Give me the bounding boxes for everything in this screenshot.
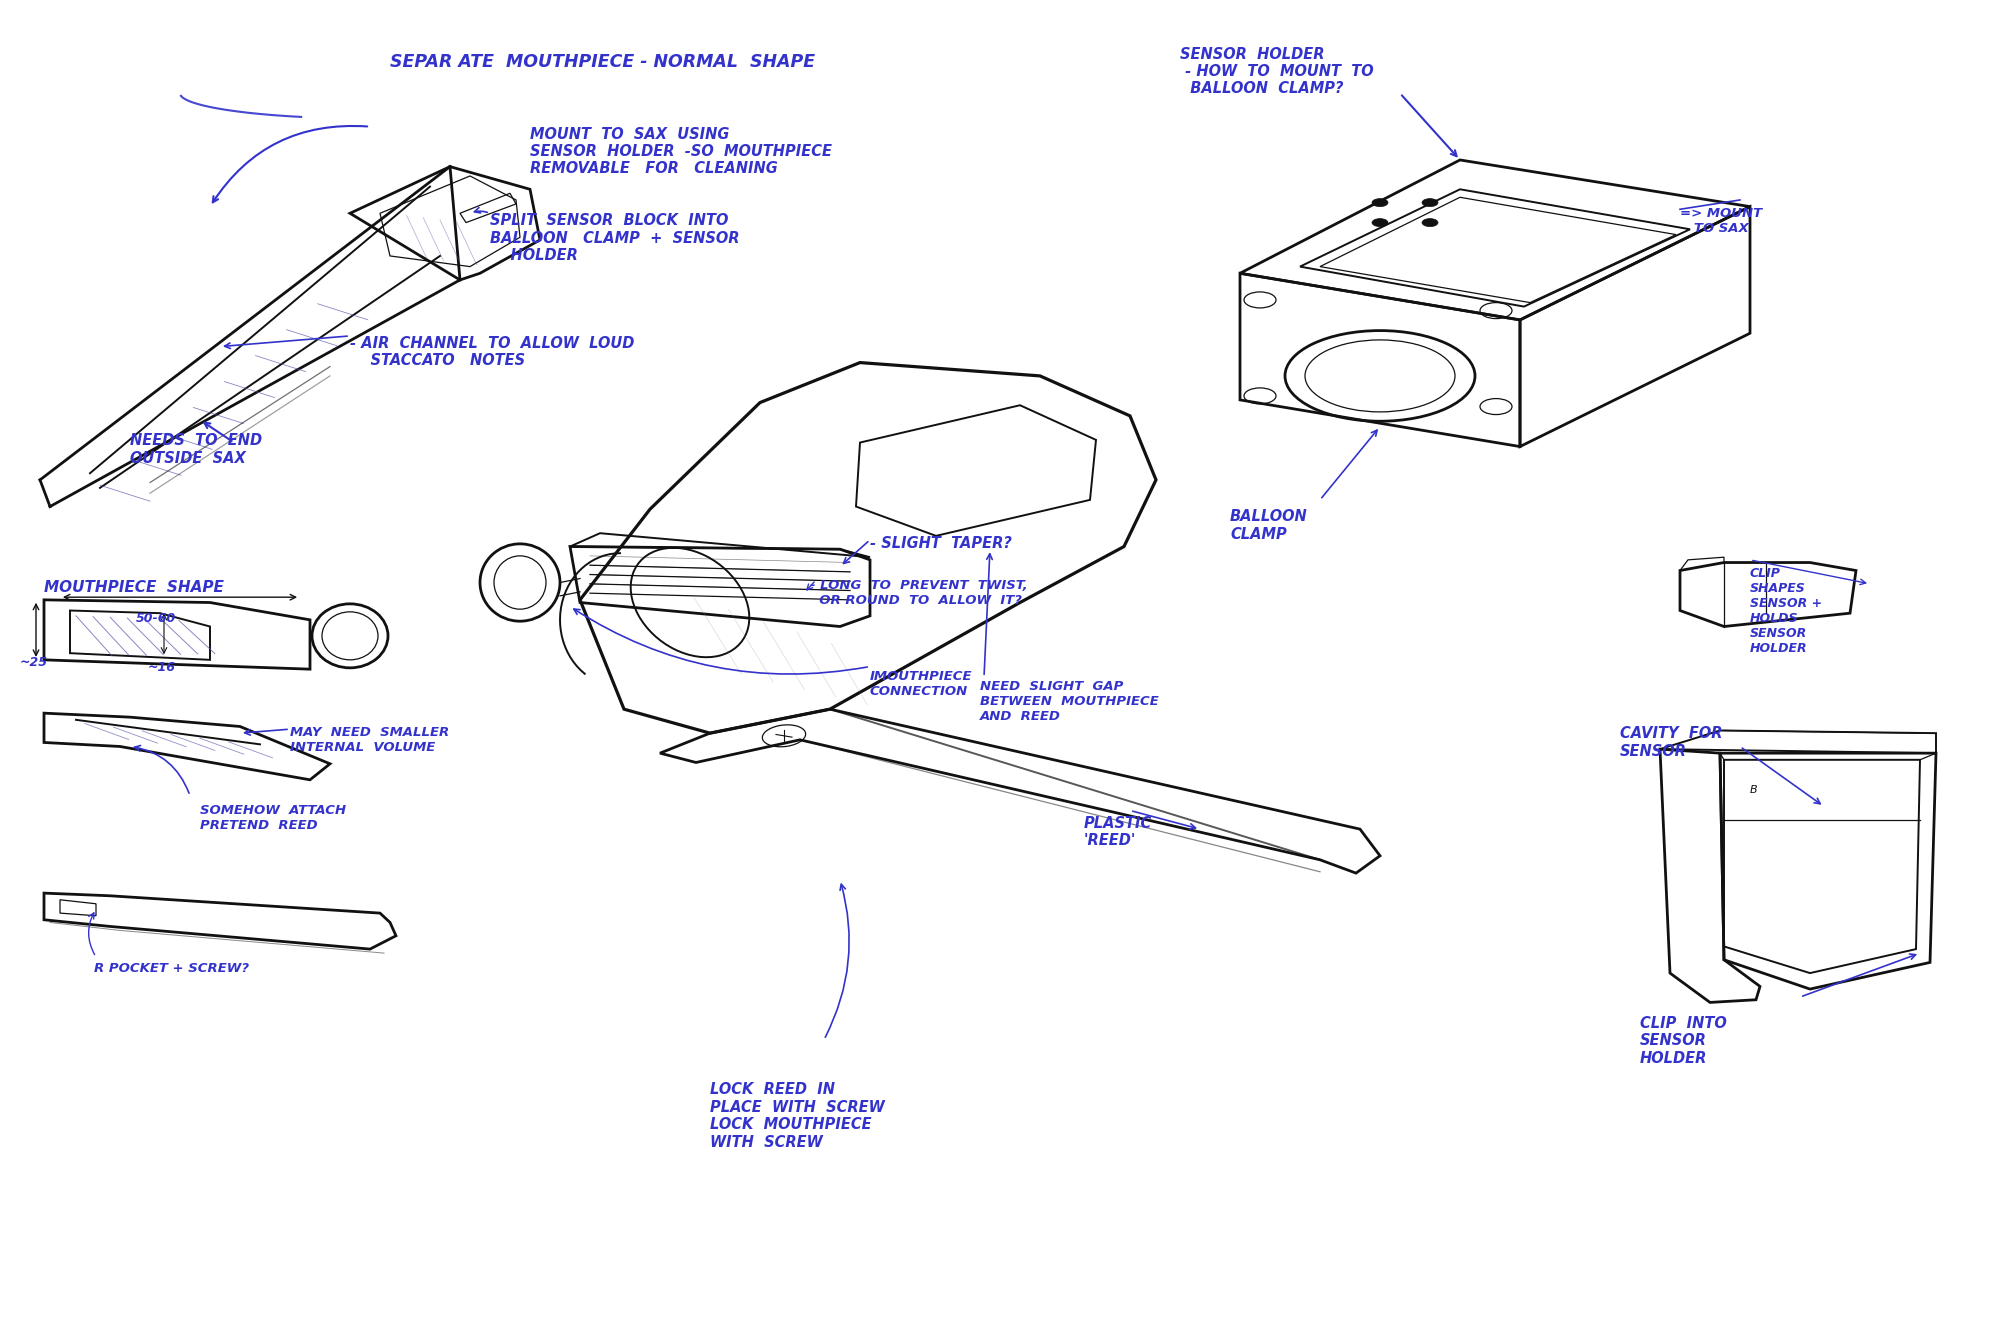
Text: B: B [1750,785,1758,796]
Text: CLIP  INTO
SENSOR
HOLDER: CLIP INTO SENSOR HOLDER [1640,1016,1726,1065]
Ellipse shape [1422,219,1438,227]
Text: CLIP
SHAPES
SENSOR +
HOLDS
SENSOR
HOLDER: CLIP SHAPES SENSOR + HOLDS SENSOR HOLDER [1750,567,1822,655]
Text: MAY  NEED  SMALLER
INTERNAL  VOLUME: MAY NEED SMALLER INTERNAL VOLUME [290,726,450,754]
Ellipse shape [1422,199,1438,207]
Text: SPLIT  SENSOR  BLOCK  INTO
BALLOON   CLAMP  +  SENSOR
    HOLDER: SPLIT SENSOR BLOCK INTO BALLOON CLAMP + … [490,213,740,263]
Text: R POCKET + SCREW?: R POCKET + SCREW? [94,962,248,976]
Text: SOMEHOW  ATTACH
PRETEND  REED: SOMEHOW ATTACH PRETEND REED [200,804,346,832]
Text: CAVITY  FOR
SENSOR: CAVITY FOR SENSOR [1620,726,1722,758]
Text: - LONG  TO  PREVENT  TWIST,
  OR ROUND  TO  ALLOW  IT?: - LONG TO PREVENT TWIST, OR ROUND TO ALL… [810,579,1028,607]
Text: LOCK  REED  IN
PLACE  WITH  SCREW
LOCK  MOUTHPIECE
WITH  SCREW: LOCK REED IN PLACE WITH SCREW LOCK MOUTH… [710,1082,884,1149]
Ellipse shape [1372,219,1388,227]
Text: SEPAR ATE  MOUTHPIECE - NORMAL  SHAPE: SEPAR ATE MOUTHPIECE - NORMAL SHAPE [390,53,816,72]
Text: SENSOR  HOLDER
 - HOW  TO  MOUNT  TO
  BALLOON  CLAMP?: SENSOR HOLDER - HOW TO MOUNT TO BALLOON … [1180,47,1374,96]
Text: - AIR  CHANNEL  TO  ALLOW  LOUD
    STACCATO   NOTES: - AIR CHANNEL TO ALLOW LOUD STACCATO NOT… [350,336,634,368]
Text: ~16: ~16 [148,661,176,674]
Text: PLASTIC
'REED': PLASTIC 'REED' [1084,816,1152,848]
Ellipse shape [1372,199,1388,207]
Text: NEED  SLIGHT  GAP
BETWEEN  MOUTHPIECE
AND  REED: NEED SLIGHT GAP BETWEEN MOUTHPIECE AND R… [980,680,1158,722]
Text: IMOUTHPIECE
CONNECTION: IMOUTHPIECE CONNECTION [870,670,972,698]
Text: MOUTHPIECE  SHAPE: MOUTHPIECE SHAPE [44,580,224,595]
Text: BALLOON
CLAMP: BALLOON CLAMP [1230,509,1308,541]
Text: ~25: ~25 [20,656,48,669]
Text: - SLIGHT  TAPER?: - SLIGHT TAPER? [870,536,1012,551]
Text: NEEDS  TO  END
OUTSIDE  SAX: NEEDS TO END OUTSIDE SAX [130,433,262,465]
Text: MOUNT  TO  SAX  USING
SENSOR  HOLDER  -SO  MOUTHPIECE
REMOVABLE   FOR   CLEANING: MOUNT TO SAX USING SENSOR HOLDER -SO MOU… [530,127,832,176]
Text: => MOUNT
   TO SAX: => MOUNT TO SAX [1680,207,1762,235]
Text: 50-60: 50-60 [136,612,176,625]
